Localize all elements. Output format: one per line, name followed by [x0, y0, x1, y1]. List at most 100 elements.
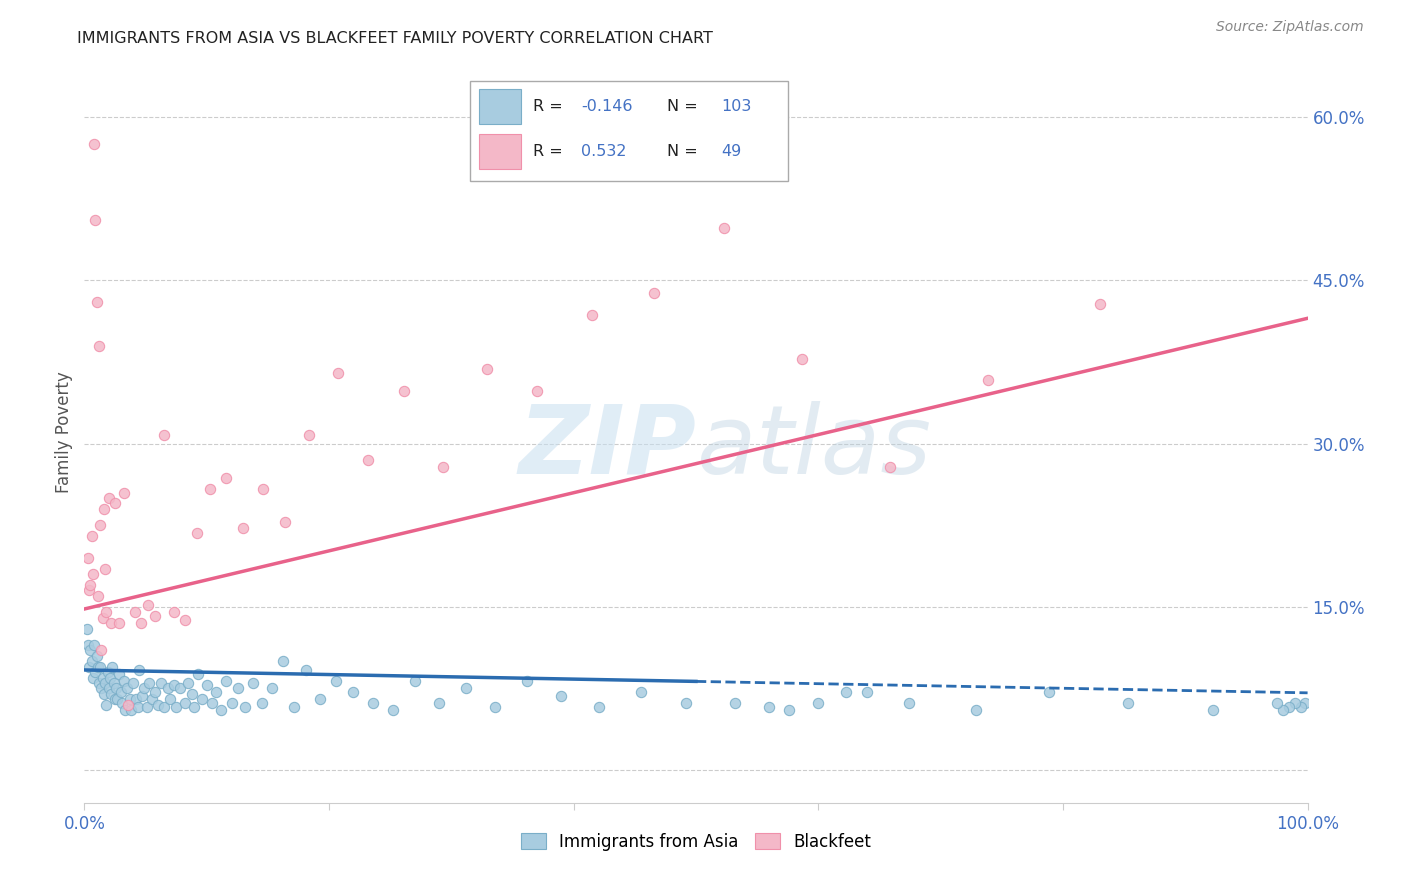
Point	[100, 687, 122, 701]
Point	[1202, 703, 1225, 717]
Point	[93, 687, 115, 701]
Point	[977, 373, 1000, 387]
Point	[143, 685, 166, 699]
Point	[87, 338, 110, 352]
Point	[90, 643, 112, 657]
Point	[200, 696, 222, 710]
Point	[80, 654, 103, 668]
Point	[1294, 696, 1316, 710]
Point	[110, 685, 132, 699]
Point	[526, 384, 548, 399]
Point	[146, 698, 169, 712]
Point	[342, 685, 364, 699]
Point	[118, 692, 141, 706]
Point	[89, 659, 111, 673]
Point	[104, 692, 127, 706]
Point	[432, 460, 454, 475]
Point	[127, 700, 149, 714]
Point	[643, 286, 665, 301]
Point	[97, 681, 120, 696]
Point	[84, 665, 107, 680]
Point	[138, 676, 160, 690]
Point	[392, 384, 415, 399]
Point	[252, 482, 274, 496]
Point	[135, 700, 157, 714]
Point	[83, 137, 105, 152]
Point	[1038, 685, 1060, 699]
Point	[283, 700, 305, 714]
Point	[163, 605, 186, 619]
Point	[79, 578, 101, 592]
Text: atlas: atlas	[696, 401, 931, 494]
Point	[129, 616, 152, 631]
Point	[325, 673, 347, 688]
Point	[516, 673, 538, 688]
Point	[143, 608, 166, 623]
Y-axis label: Family Poverty: Family Poverty	[55, 372, 73, 493]
Point	[181, 687, 204, 701]
Point	[122, 676, 145, 690]
Point	[107, 667, 129, 681]
Point	[96, 698, 118, 712]
Point	[187, 667, 209, 681]
Point	[84, 213, 107, 227]
Point	[191, 692, 214, 706]
Point	[427, 696, 450, 710]
Point	[87, 659, 110, 673]
Point	[186, 525, 208, 540]
Point	[965, 703, 987, 717]
Point	[128, 663, 150, 677]
Point	[86, 648, 108, 663]
Point	[134, 681, 156, 696]
Point	[357, 453, 380, 467]
Point	[1278, 700, 1301, 714]
Point	[104, 496, 127, 510]
Point	[724, 696, 747, 710]
Point	[112, 673, 135, 688]
Point	[124, 605, 146, 619]
Point	[309, 692, 332, 706]
Point	[120, 703, 142, 717]
Text: Source: ZipAtlas.com: Source: ZipAtlas.com	[1216, 20, 1364, 34]
Point	[484, 700, 506, 714]
Point	[91, 611, 114, 625]
Point	[111, 696, 134, 710]
Point	[1272, 703, 1295, 717]
Point	[233, 700, 256, 714]
Point	[404, 673, 426, 688]
Point	[228, 681, 250, 696]
Point	[97, 665, 120, 680]
Point	[80, 529, 103, 543]
Point	[77, 638, 100, 652]
Point	[778, 703, 800, 717]
Point	[274, 515, 297, 529]
Point	[159, 692, 181, 706]
Point	[807, 696, 830, 710]
Point	[221, 696, 243, 710]
Point	[156, 681, 179, 696]
Point	[77, 550, 100, 565]
Point	[77, 583, 100, 598]
Point	[209, 703, 232, 717]
Point	[630, 685, 652, 699]
Point	[165, 700, 187, 714]
Point	[107, 616, 129, 631]
Point	[94, 676, 117, 690]
Point	[242, 676, 264, 690]
Point	[141, 692, 163, 706]
Point	[86, 295, 108, 310]
Point	[77, 659, 100, 673]
Point	[581, 308, 603, 322]
Point	[792, 351, 814, 366]
Point	[897, 696, 920, 710]
Point	[475, 362, 498, 376]
Point	[173, 613, 195, 627]
Point	[163, 678, 186, 692]
Point	[117, 698, 139, 712]
Point	[79, 643, 101, 657]
Point	[588, 700, 610, 714]
Point	[131, 689, 153, 703]
Point	[1116, 696, 1139, 710]
Point	[177, 676, 200, 690]
Point	[93, 501, 115, 516]
